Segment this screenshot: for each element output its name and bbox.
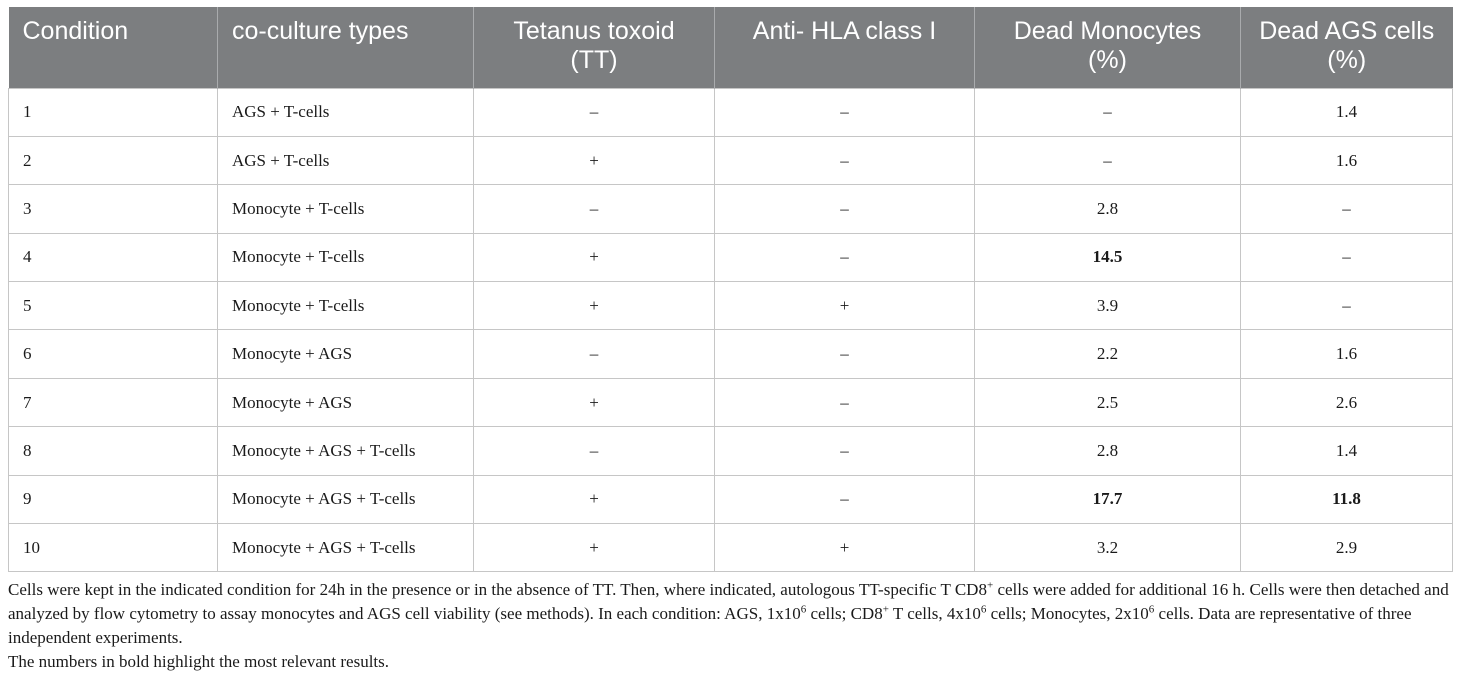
cell-anti-hla: – [714, 232, 975, 283]
cell-anti-hla: + [714, 523, 975, 573]
cell-condition: 6 [8, 329, 218, 379]
cell-anti-hla: – [714, 426, 975, 476]
cell-dead-ags: 1.6 [1240, 135, 1453, 186]
cell-dead-ags-highlight: 11.8 [1240, 474, 1453, 525]
table-row: 8 Monocyte + AGS + T-cells – – 2.8 1.4 [8, 426, 1453, 476]
cell-tt: – [473, 87, 715, 137]
cell-dead-monocytes: 3.2 [974, 523, 1241, 573]
table-row: 7 Monocyte + AGS + – 2.5 2.6 [8, 377, 1453, 428]
header-condition: Condition [8, 7, 218, 88]
header-dead-ags: Dead AGS cells (%) [1240, 7, 1453, 88]
cell-dead-monocytes: 2.5 [974, 377, 1241, 428]
results-table-container: Condition co-culture types Tetanus toxoi… [8, 7, 1453, 573]
cell-condition: 1 [8, 87, 218, 137]
cell-dead-monocytes: 2.2 [974, 329, 1241, 379]
cell-dead-monocytes: 2.8 [974, 184, 1241, 234]
header-anti-hla: Anti- HLA class I [714, 7, 975, 88]
header-co-culture-types: co-culture types [217, 7, 474, 88]
cell-condition: 10 [8, 523, 218, 573]
table-row: 1 AGS + T-cells – – – 1.4 [8, 87, 1453, 137]
results-table: Condition co-culture types Tetanus toxoi… [8, 7, 1453, 573]
table-row: 9 Monocyte + AGS + T-cells + – 17.7 11.8 [8, 474, 1453, 525]
cell-dead-ags: – [1240, 184, 1453, 234]
table-row: 2 AGS + T-cells + – – 1.6 [8, 135, 1453, 186]
cell-co-culture-type: Monocyte + T-cells [217, 281, 474, 331]
cell-dead-ags: – [1240, 232, 1453, 283]
table-row: 3 Monocyte + T-cells – – 2.8 – [8, 184, 1453, 234]
header-dead-monocytes: Dead Monocytes (%) [974, 7, 1241, 88]
header-tetanus-toxoid: Tetanus toxoid (TT) [473, 7, 715, 88]
cell-dead-ags: – [1240, 281, 1453, 331]
cell-co-culture-type: Monocyte + AGS + T-cells [217, 426, 474, 476]
cell-anti-hla: – [714, 474, 975, 525]
cell-dead-ags: 2.9 [1240, 523, 1453, 573]
cell-tt: – [473, 184, 715, 234]
cell-co-culture-type: Monocyte + T-cells [217, 184, 474, 234]
cell-dead-monocytes-highlight: 14.5 [974, 232, 1241, 283]
footnote-bold-legend: The numbers in bold highlight the most r… [8, 652, 390, 671]
table-header: Condition co-culture types Tetanus toxoi… [8, 7, 1453, 88]
cell-tt: + [473, 232, 715, 283]
header-row: Condition co-culture types Tetanus toxoi… [8, 7, 1453, 88]
cell-co-culture-type: Monocyte + AGS [217, 377, 474, 428]
cell-tt: + [473, 281, 715, 331]
table-row: 5 Monocyte + T-cells + + 3.9 – [8, 281, 1453, 331]
cell-anti-hla: – [714, 87, 975, 137]
cell-dead-monocytes-highlight: 17.7 [974, 474, 1241, 525]
table-row: 4 Monocyte + T-cells + – 14.5 – [8, 232, 1453, 283]
table-row: 10 Monocyte + AGS + T-cells + + 3.2 2.9 [8, 523, 1453, 573]
cell-condition: 2 [8, 135, 218, 186]
cell-condition: 4 [8, 232, 218, 283]
cell-anti-hla: – [714, 135, 975, 186]
cell-dead-ags: 1.4 [1240, 426, 1453, 476]
cell-dead-monocytes: 3.9 [974, 281, 1241, 331]
cell-tt: – [473, 426, 715, 476]
cell-tt: + [473, 135, 715, 186]
cell-co-culture-type: Monocyte + AGS + T-cells [217, 474, 474, 525]
cell-co-culture-type: Monocyte + AGS + T-cells [217, 523, 474, 573]
cell-condition: 9 [8, 474, 218, 525]
cell-dead-monocytes: – [974, 87, 1241, 137]
cell-dead-ags: 2.6 [1240, 377, 1453, 428]
table-row: 6 Monocyte + AGS – – 2.2 1.6 [8, 329, 1453, 379]
cell-tt: + [473, 523, 715, 573]
cell-dead-monocytes: 2.8 [974, 426, 1241, 476]
cell-tt: – [473, 329, 715, 379]
table-body: 1 AGS + T-cells – – – 1.4 2 AGS + T-cell… [8, 87, 1453, 573]
cell-anti-hla: + [714, 281, 975, 331]
cell-anti-hla: – [714, 329, 975, 379]
cell-anti-hla: – [714, 377, 975, 428]
cell-tt: + [473, 474, 715, 525]
cell-tt: + [473, 377, 715, 428]
cell-condition: 7 [8, 377, 218, 428]
cell-co-culture-type: AGS + T-cells [217, 135, 474, 186]
footnote-methods: Cells were kept in the indicated conditi… [8, 579, 1449, 647]
cell-co-culture-type: Monocyte + T-cells [217, 232, 474, 283]
table-footnotes: Cells were kept in the indicated conditi… [8, 578, 1452, 674]
cell-dead-ags: 1.6 [1240, 329, 1453, 379]
cell-condition: 8 [8, 426, 218, 476]
cell-condition: 3 [8, 184, 218, 234]
cell-co-culture-type: Monocyte + AGS [217, 329, 474, 379]
cell-dead-monocytes: – [974, 135, 1241, 186]
cell-condition: 5 [8, 281, 218, 331]
cell-dead-ags: 1.4 [1240, 87, 1453, 137]
cell-anti-hla: – [714, 184, 975, 234]
cell-co-culture-type: AGS + T-cells [217, 87, 474, 137]
